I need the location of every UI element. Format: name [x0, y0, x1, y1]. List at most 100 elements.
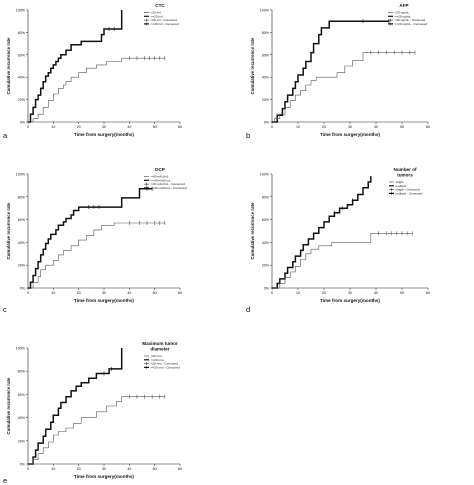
y-tick-label: 60% [18, 53, 26, 57]
chart-title: Maximum tumor [142, 341, 178, 346]
x-tick-label: 60 [426, 125, 430, 129]
x-tick-label: 50 [153, 467, 157, 471]
x-tick-label: 50 [153, 291, 157, 295]
chart-panel-e: 0% 20% 40% 60% 80% 100% 0 10 20 30 40 50 60 Time from… [3, 341, 182, 485]
x-tick-label: 0 [27, 291, 29, 295]
x-axis-label: Time from surgery(months) [74, 474, 134, 479]
legend-entry: single - Censored [396, 188, 421, 192]
legend-entry: <20 mm - Censored [151, 362, 179, 366]
x-tick-label: 60 [178, 467, 182, 471]
chart-panel-b: 0% 20% 40% 60% 80% 100% 0 10 20 30 40 50 60 Time from… [246, 3, 430, 140]
x-tick-label: 30 [348, 291, 352, 295]
series-line [28, 222, 165, 289]
x-tick-label: 0 [27, 467, 29, 471]
y-tick-label: 40% [18, 76, 26, 80]
y-tick-label: 0% [20, 287, 26, 291]
x-tick-label: 60 [426, 291, 430, 295]
x-axis-label: Time from surgery(months) [74, 132, 134, 137]
legend-entry: >=20 mm [151, 358, 164, 362]
legend-entry: >=20 /ml [151, 14, 163, 18]
series-line [272, 20, 389, 123]
x-tick-label: 30 [102, 125, 106, 129]
legend-entry: <40 mAU/mL - Censored [151, 182, 185, 186]
y-tick-label: 80% [18, 195, 26, 199]
chart-title: DCP [155, 167, 165, 172]
y-tick-label: 0% [20, 463, 26, 467]
y-tick-label: 60% [262, 218, 270, 222]
legend-entry: <20 /ml - Censored [151, 18, 178, 22]
y-tick-label: 40% [262, 76, 270, 80]
y-tick-label: 100% [260, 9, 270, 13]
legend-entry: multiple - Censored [396, 191, 423, 195]
legend: <40 mAU/mL>=40 mAU/mL<40 mAU/mL - Censor… [144, 175, 187, 190]
x-tick-label: 40 [127, 291, 131, 295]
x-tick-label: 10 [51, 291, 55, 295]
legend-entry: <20 ng/mL - Censored [395, 18, 426, 22]
x-tick-label: 30 [102, 291, 106, 295]
series-line [272, 52, 415, 123]
legend-entry: single [396, 180, 404, 184]
panel-letter: a [3, 131, 8, 140]
legend-entry: >=40 mAU/mL [151, 178, 171, 182]
y-tick-label: 20% [18, 98, 26, 102]
x-tick-label: 20 [77, 291, 81, 295]
panel-letter: b [246, 131, 250, 140]
x-tick-label: 40 [374, 291, 378, 295]
y-tick-label: 80% [18, 31, 26, 35]
legend-entry: >=20 ng/mL [395, 14, 412, 18]
y-tick-label: 20% [262, 98, 270, 102]
x-tick-label: 50 [153, 125, 157, 129]
x-tick-label: 30 [348, 125, 352, 129]
chart-panel-d: 0% 20% 40% 60% 80% 100% 0 10 20 30 40 50 60 Time from… [246, 167, 430, 314]
y-tick-label: 40% [18, 241, 26, 245]
y-tick-label: 60% [18, 393, 26, 397]
y-tick-label: 0% [264, 287, 270, 291]
y-tick-label: 20% [262, 264, 270, 268]
y-tick-label: 100% [16, 173, 26, 177]
y-tick-label: 20% [18, 439, 26, 443]
legend-entry: <20 /ml [151, 11, 162, 15]
series-line [28, 348, 123, 465]
panel-letter: c [3, 305, 7, 314]
y-tick-label: 0% [20, 121, 26, 125]
series-line [28, 188, 153, 289]
y-tick-label: 60% [18, 218, 26, 222]
x-axis-label: Time from surgery(months) [320, 298, 380, 303]
y-tick-label: 60% [262, 53, 270, 57]
legend: <20 ng/mL>=20 ng/mL<20 ng/mL - Censored>… [388, 11, 427, 26]
legend-entry: >=20 ng/mL - Censored [395, 22, 428, 26]
y-axis-label: Cumulative recurrence rate [250, 202, 255, 259]
x-tick-label: 20 [322, 125, 326, 129]
legend-entry: <20 ng/mL [395, 11, 410, 15]
y-tick-label: 40% [18, 416, 26, 420]
y-tick-label: 80% [262, 31, 270, 35]
y-tick-label: 100% [16, 347, 26, 351]
chart-title: AFP [399, 3, 408, 8]
x-tick-label: 10 [296, 125, 300, 129]
x-tick-label: 10 [51, 467, 55, 471]
x-tick-label: 20 [77, 125, 81, 129]
legend-entry: <40 mAU/mL [151, 175, 169, 179]
chart-title: tumors [397, 173, 413, 178]
legend-entry: >=20 mm - Censored [151, 365, 181, 369]
y-axis-label: Cumulative recurrence rate [6, 37, 11, 94]
panel-letter: e [3, 476, 7, 485]
x-tick-label: 50 [400, 125, 404, 129]
legend-entry: >=20 /ml - Censored [151, 22, 179, 26]
y-tick-label: 80% [18, 370, 26, 374]
x-tick-label: 20 [77, 467, 81, 471]
y-tick-label: 100% [16, 9, 26, 13]
series-line [272, 176, 372, 289]
y-tick-label: 0% [264, 121, 270, 125]
x-tick-label: 10 [296, 291, 300, 295]
y-tick-label: 40% [262, 241, 270, 245]
y-tick-label: 20% [18, 264, 26, 268]
x-tick-label: 60 [178, 291, 182, 295]
y-axis-label: Cumulative recurrence rate [6, 377, 11, 434]
y-axis-label: Cumulative recurrence rate [6, 202, 11, 259]
x-tick-label: 0 [271, 291, 273, 295]
legend-entry: multiple [396, 184, 407, 188]
x-tick-label: 40 [127, 467, 131, 471]
x-tick-label: 0 [27, 125, 29, 129]
